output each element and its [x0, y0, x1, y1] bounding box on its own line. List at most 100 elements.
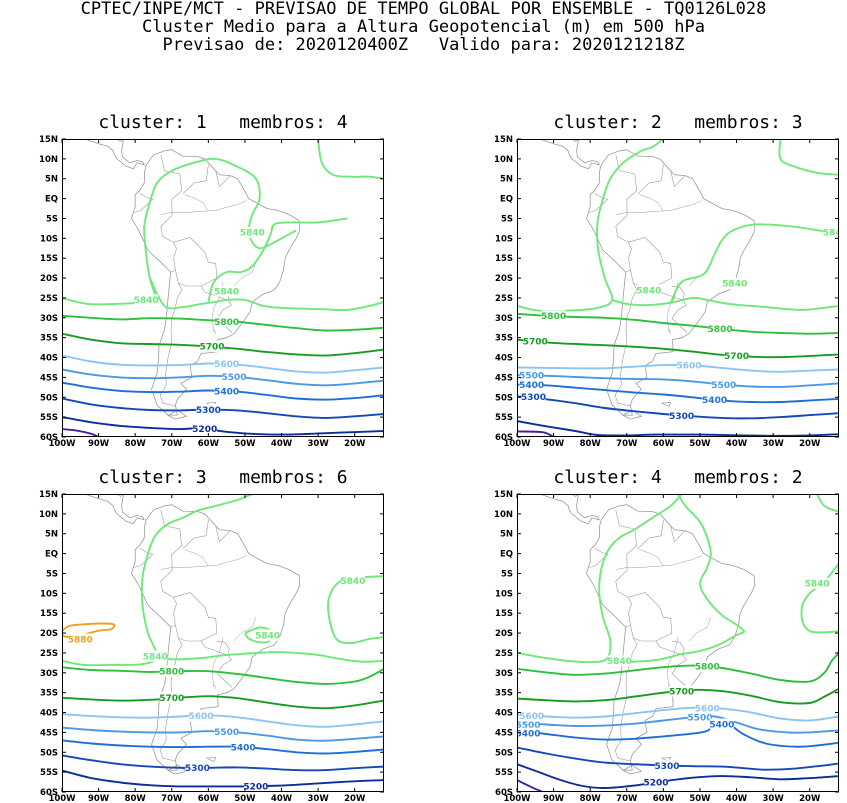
- river: [615, 200, 702, 215]
- river: [184, 549, 209, 567]
- contour-label-5840: 5840: [607, 657, 632, 667]
- coastline-falklands: [661, 401, 672, 407]
- coastline-central-america: [517, 139, 601, 170]
- lat-label: EQ: [45, 550, 58, 560]
- contour-label-5800: 5800: [214, 318, 239, 328]
- contour-label-bg: [221, 371, 246, 383]
- country-border: [628, 592, 673, 642]
- contour-label-5500: 5500: [519, 372, 544, 382]
- contour-label-5600: 5600: [189, 712, 214, 722]
- lat-label: 30S: [495, 669, 513, 679]
- contour-label-bg: [214, 316, 239, 328]
- contour-label-bg: [214, 385, 239, 397]
- lon-label: 60W: [198, 794, 220, 803]
- lat-label: 55S: [40, 413, 58, 423]
- contour-label-bg: [519, 369, 544, 381]
- lon-label: 60W: [198, 439, 220, 449]
- lat-label: 30S: [495, 314, 513, 324]
- contour-label-5400: 5400: [702, 396, 727, 406]
- map-frame: [517, 494, 839, 792]
- contour-5840: [800, 562, 839, 634]
- lat-label: 60S: [40, 788, 58, 798]
- contour-label-bg: [607, 655, 632, 667]
- contour-label-5700: 5700: [669, 687, 694, 697]
- contour-label-5840: 5840: [340, 577, 365, 587]
- contour-label-5700: 5700: [159, 694, 184, 704]
- contour-label-bg: [192, 423, 217, 435]
- contour-label-bg: [340, 575, 365, 587]
- contour-label-bg: [722, 277, 747, 289]
- contour-label-bg: [687, 711, 712, 723]
- contour-label-5300: 5300: [196, 406, 221, 416]
- contour-label-5300: 5300: [521, 393, 546, 403]
- panel-4-title: cluster: 4 membros: 2: [553, 467, 803, 488]
- contour-label-5500: 5500: [711, 381, 736, 391]
- coastline-island: [116, 139, 125, 142]
- contour-label-5400: 5400: [214, 388, 239, 398]
- map-frame: [517, 139, 839, 437]
- contour-label-5800: 5800: [159, 668, 184, 678]
- header-line-3: Previsao de: 2020120400Z Valido para: 20…: [162, 35, 685, 55]
- panel-1-title: cluster: 1 membros: 4: [98, 112, 348, 133]
- coastline-tierra-del-fuego: [622, 409, 643, 420]
- contour-label-5400: 5400: [231, 743, 256, 753]
- contour-label-5840: 5840: [134, 296, 159, 306]
- header-line-2: Cluster Medio para a Altura Geopotencial…: [142, 17, 705, 37]
- country-border: [589, 548, 609, 568]
- lat-label: 20S: [40, 274, 58, 284]
- lat-label: 50S: [40, 393, 58, 403]
- lat-label: 15N: [494, 135, 513, 145]
- contour-5840: [148, 277, 384, 311]
- lat-label: 15N: [39, 490, 58, 500]
- country-border: [134, 548, 154, 568]
- lat-label: 45S: [495, 373, 513, 383]
- contour-label-5800: 5800: [695, 663, 720, 673]
- contour-5840: [517, 494, 683, 664]
- contour-label-bg: [200, 340, 225, 352]
- contour-5840: [207, 217, 348, 303]
- lon-label: 60W: [653, 439, 675, 449]
- coastline-central-america: [517, 494, 601, 525]
- lat-label: 15S: [40, 609, 58, 619]
- contour-label-5840: 5840: [636, 286, 661, 296]
- contour-label-5700: 5700: [199, 343, 224, 353]
- lat-label: 10S: [495, 589, 513, 599]
- country-border: [134, 193, 154, 213]
- lon-label: 40W: [726, 439, 748, 449]
- contour-label-5500: 5500: [515, 721, 540, 731]
- lon-label: 70W: [616, 439, 638, 449]
- contour-5400: [517, 383, 839, 404]
- panel-3-title: cluster: 3 membros: 6: [98, 467, 348, 488]
- country-border: [615, 154, 638, 216]
- lon-label: 30W: [763, 794, 785, 803]
- contour-label-bg: [702, 394, 727, 406]
- lon-label: 100W: [503, 439, 531, 449]
- contour-label-bg: [143, 650, 168, 662]
- contour-label-5200: 5200: [243, 782, 268, 792]
- contour-label-bg: [823, 226, 839, 238]
- country-border: [615, 570, 632, 628]
- lat-label: 55S: [495, 768, 513, 778]
- contour-5600: [62, 713, 384, 728]
- contour-label-5200: 5200: [644, 778, 669, 788]
- contour-label-5300: 5300: [669, 412, 694, 422]
- lat-label: 10S: [495, 234, 513, 244]
- contour-label-5840: 5840: [805, 580, 830, 590]
- lon-label: 20W: [799, 439, 821, 449]
- contour-5200: [62, 416, 384, 436]
- contour-5700: [517, 338, 839, 359]
- lat-label: 10S: [40, 589, 58, 599]
- contour-label-5300: 5300: [654, 762, 679, 772]
- contour-5500: [517, 715, 839, 734]
- contour-label-5400: 5400: [709, 720, 734, 730]
- contour-label-bg: [517, 718, 540, 730]
- contour-5800: [517, 652, 839, 683]
- coastline-tierra-del-fuego: [167, 764, 188, 775]
- country-border: [670, 525, 686, 543]
- lat-label: 40S: [495, 709, 513, 719]
- lon-label: 90W: [543, 794, 565, 803]
- lat-label: 40S: [495, 354, 513, 364]
- contour-label-5600: 5600: [214, 360, 239, 370]
- contour-5840: [62, 494, 253, 667]
- contour-label-5700: 5700: [523, 338, 548, 348]
